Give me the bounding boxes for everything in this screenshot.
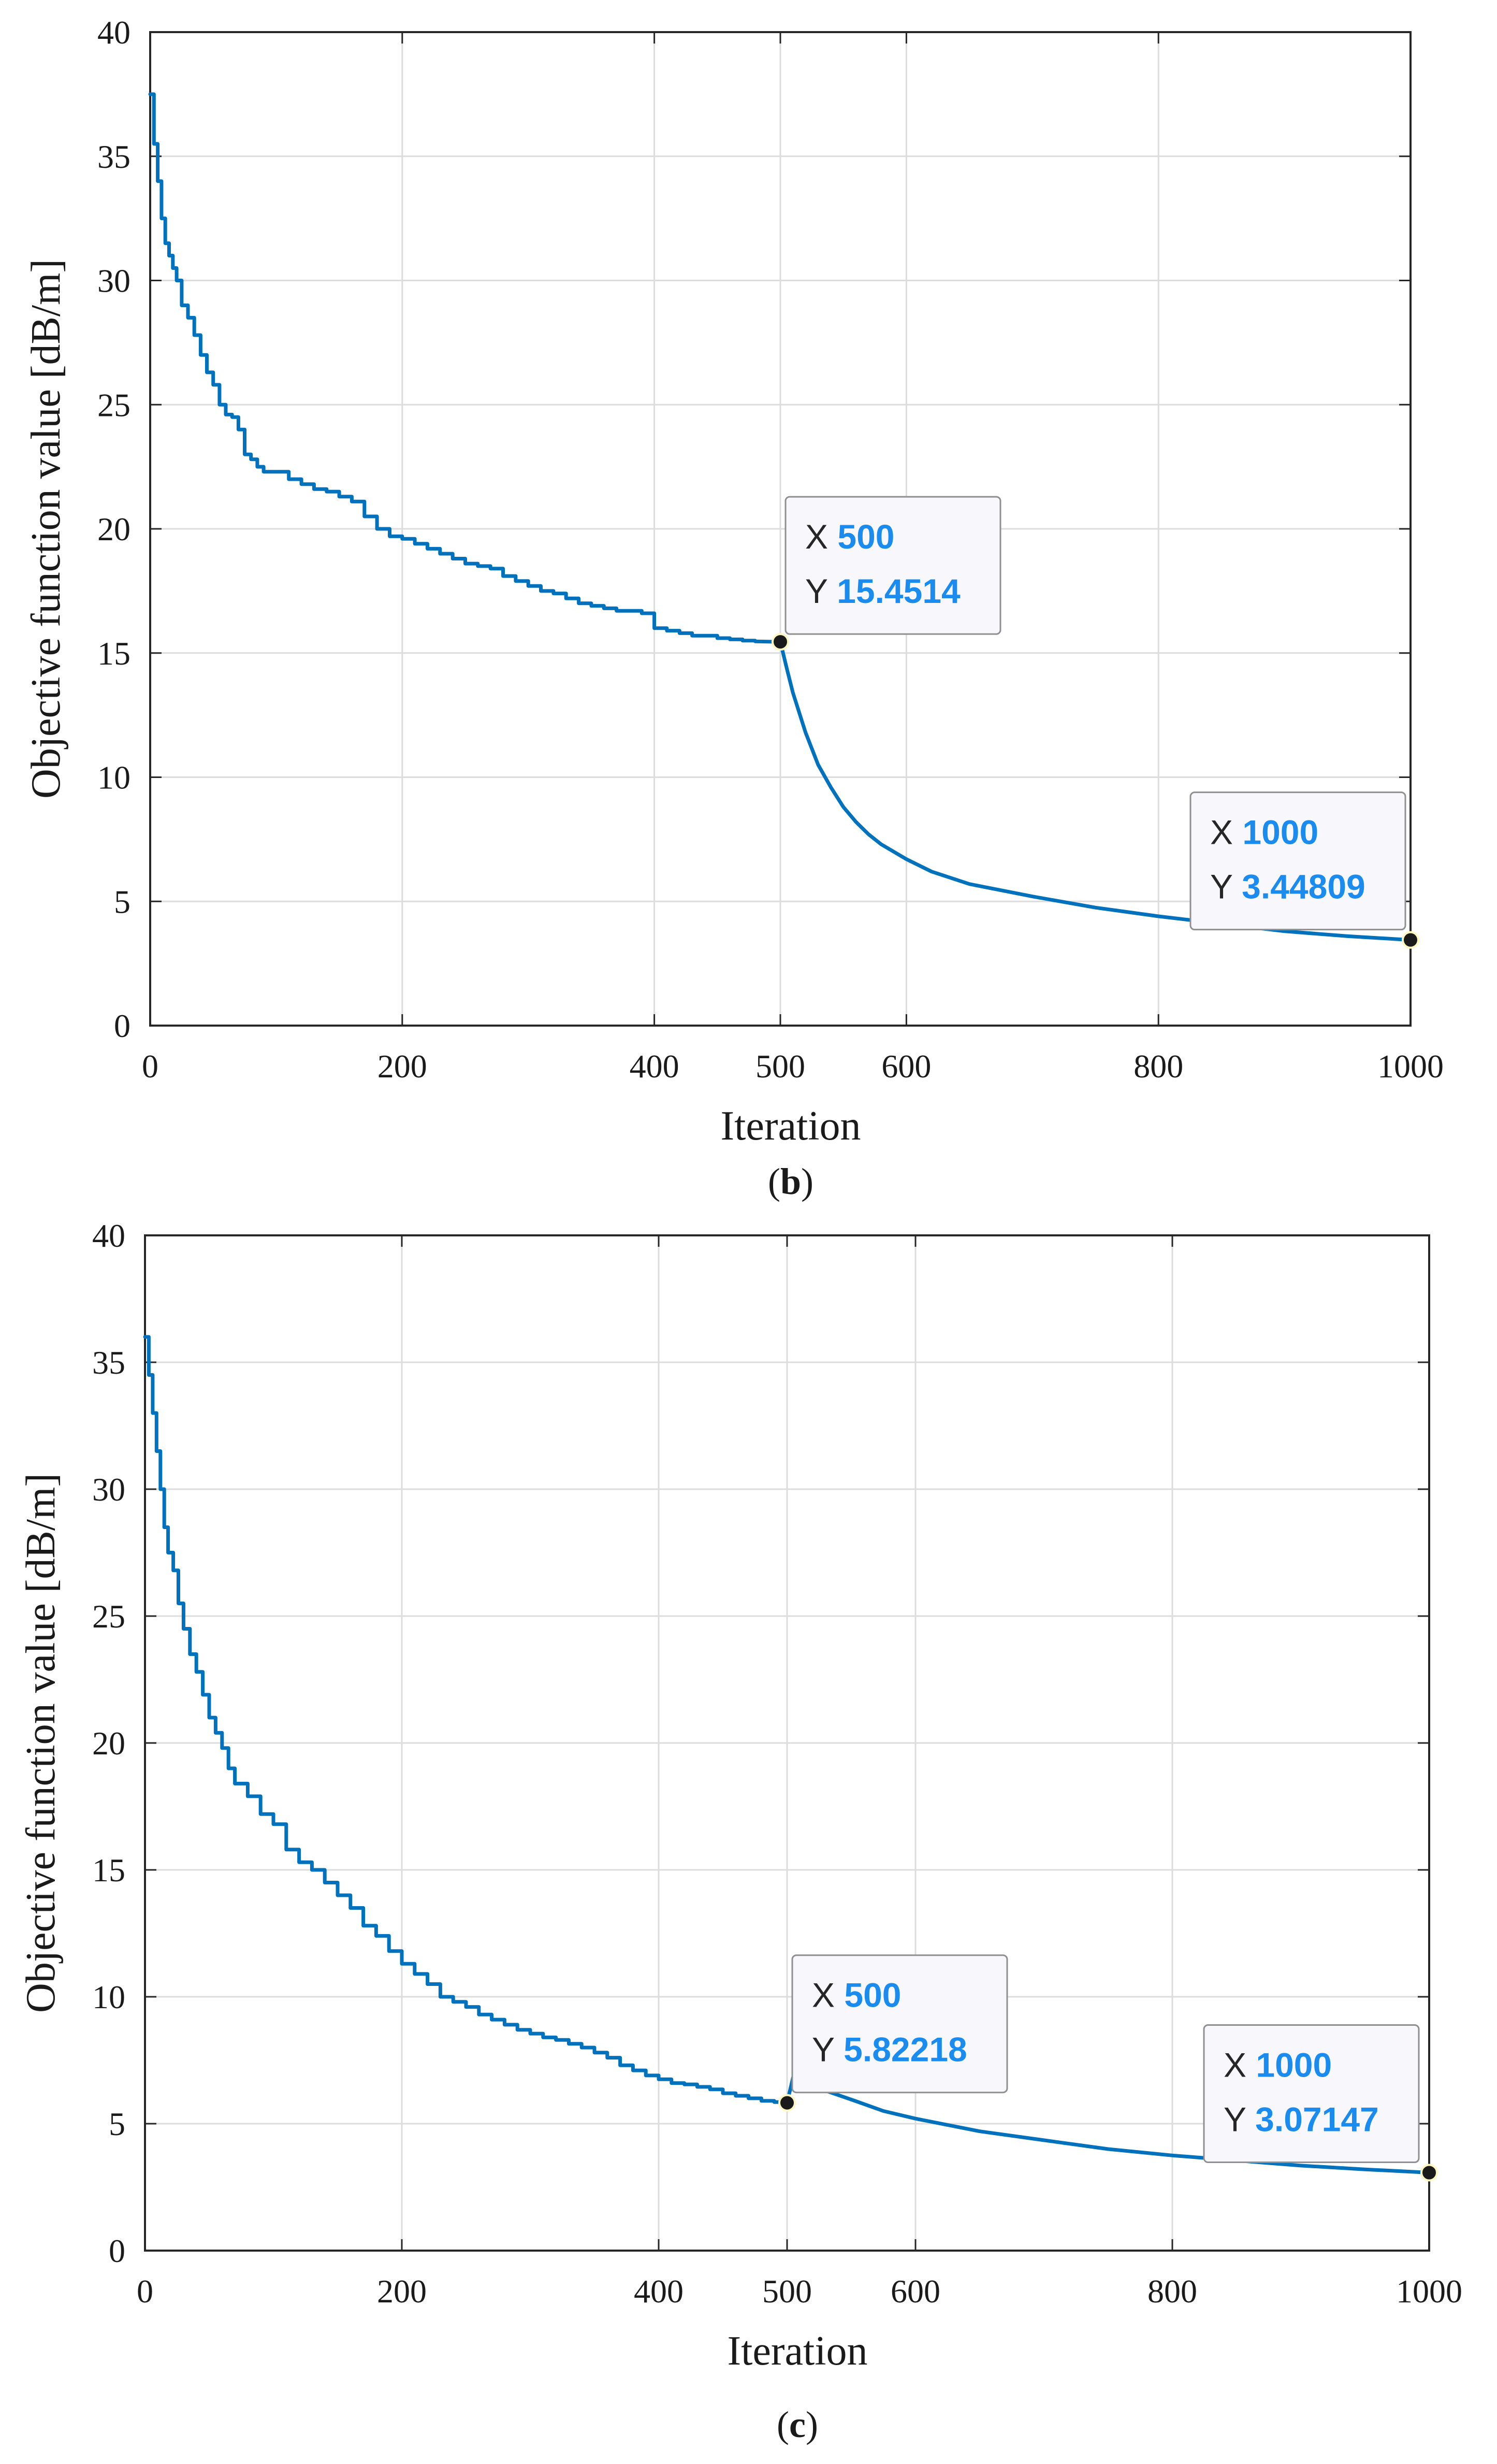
datatip-x-row: X 1000: [1210, 813, 1318, 852]
chart-c: 0 200 400 500 600 800 1000 0 5 10 15 20 25 30 35 40 Iter…: [18, 1217, 1462, 2445]
x-tick-label: 0: [137, 2273, 153, 2310]
datatip-y-row: Y 3.07147: [1224, 2100, 1379, 2138]
axes-frame: [144, 1234, 1430, 2252]
y-tick-label: 0: [114, 1007, 130, 1044]
x-tick-label: 1000: [1377, 1048, 1444, 1085]
series-line-objective: [148, 92, 1413, 942]
datatip-marker[interactable]: [772, 633, 789, 651]
datatip-box: [1189, 791, 1406, 931]
datatip-box: [784, 496, 1001, 635]
y-tick-label: 35: [92, 1344, 125, 1381]
datatip-marker[interactable]: [778, 2094, 796, 2112]
y-tick-label: 15: [97, 635, 130, 672]
axes-frame: [149, 31, 1412, 1027]
datatip-x-row: X 500: [805, 517, 894, 556]
y-tick-label: 20: [97, 511, 130, 547]
datatip[interactable]: X 1000 Y 3.44809: [1189, 791, 1419, 949]
y-tick-label: 10: [97, 759, 130, 796]
datatip-y-row: Y 3.44809: [1210, 868, 1365, 906]
y-axis-label: Objective function value [dB/m]: [18, 1473, 64, 2013]
y-tick-label: 30: [97, 263, 130, 299]
y-tick-label: 5: [109, 2106, 125, 2142]
x-tick-label: 800: [1147, 2273, 1197, 2310]
y-tick-label: 15: [92, 1852, 125, 1889]
datatip-box: [791, 1954, 1008, 2094]
datatip-y-row: Y 15.4514: [805, 572, 961, 610]
x-tick-label: 1000: [1396, 2273, 1462, 2310]
figure-caption: (c): [777, 2404, 818, 2445]
x-tick-label: 500: [755, 1048, 805, 1085]
datatip[interactable]: X 1000 Y 3.07147: [1203, 2024, 1438, 2182]
x-tick-label: 0: [142, 1048, 158, 1085]
x-tick-label: 600: [881, 1048, 931, 1085]
x-tick-label: 600: [891, 2273, 940, 2310]
y-tick-label: 40: [92, 1217, 125, 1254]
figure-caption: (b): [768, 1161, 813, 1202]
datatip[interactable]: X 500 Y 5.82218: [778, 1954, 1008, 2112]
x-tick-label: 800: [1133, 1048, 1183, 1085]
x-tick-label: 200: [377, 1048, 427, 1085]
datatip-marker[interactable]: [1420, 2164, 1438, 2182]
y-tick-label: 20: [92, 1725, 125, 1762]
y-tick-label: 40: [97, 14, 130, 51]
chart-b: 0 200 400 500 600 800 1000 0 5 10 15 20 25 30 35 40 Iter…: [23, 14, 1444, 1202]
y-axis-label: Objective function value [dB/m]: [23, 259, 69, 799]
y-tick-label: 5: [114, 883, 130, 920]
y-tick-label: 35: [97, 138, 130, 175]
datatip-marker[interactable]: [1402, 931, 1419, 949]
x-tick-label: 400: [630, 1048, 679, 1085]
y-tick-label: 30: [92, 1471, 125, 1508]
y-tick-label: 25: [97, 386, 130, 423]
x-tick-label: 400: [634, 2273, 684, 2310]
x-axis-label: Iteration: [728, 2328, 868, 2374]
x-tick-label: 500: [762, 2273, 812, 2310]
datatip-y-row: Y 5.82218: [812, 2030, 967, 2069]
y-tick-label: 0: [109, 2232, 125, 2269]
x-tick-label: 200: [377, 2273, 427, 2310]
y-tick-label: 25: [92, 1598, 125, 1635]
datatip-x-row: X 500: [812, 1976, 901, 2014]
series-line-objective: [143, 1335, 1431, 2174]
datatip[interactable]: X 500 Y 15.4514: [772, 496, 1001, 651]
datatip-box: [1203, 2024, 1420, 2163]
datatip-x-row: X 1000: [1224, 2045, 1332, 2084]
y-tick-label: 10: [92, 1979, 125, 2015]
x-axis-label: Iteration: [721, 1103, 861, 1149]
